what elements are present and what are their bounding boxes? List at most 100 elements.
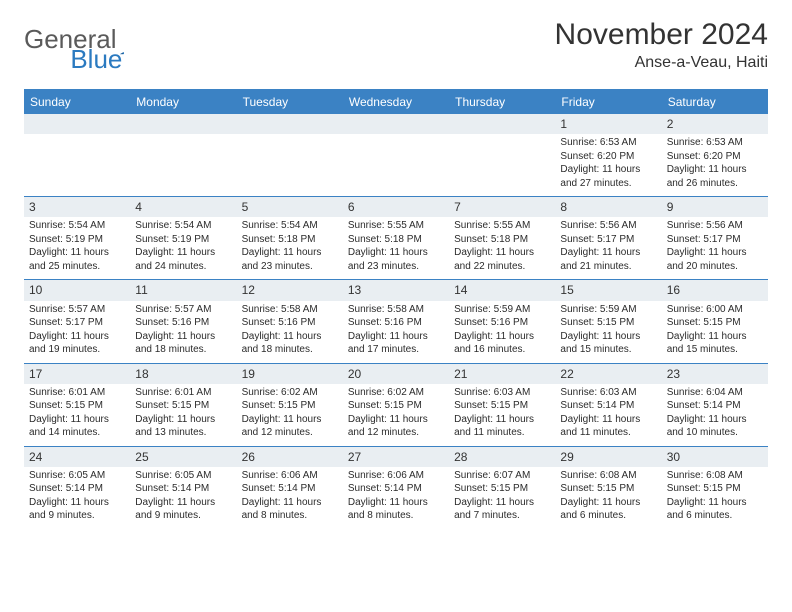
day-data: Sunrise: 5:57 AMSunset: 5:16 PMDaylight:… bbox=[130, 301, 236, 363]
day-number: 24 bbox=[24, 447, 130, 467]
day-number: 19 bbox=[237, 364, 343, 384]
sunset-line: Sunset: 5:16 PM bbox=[454, 316, 550, 330]
day-cell: 13Sunrise: 5:58 AMSunset: 5:16 PMDayligh… bbox=[343, 280, 449, 363]
day-cell: 1 Sunrise: 6:53 AMSunset: 6:20 PMDaylight… bbox=[555, 114, 661, 197]
sunset-line: Sunset: 5:17 PM bbox=[667, 233, 763, 247]
day-number: 28 bbox=[449, 447, 555, 467]
title-block: November 2024 Anse-a-Veau, Haiti bbox=[555, 18, 768, 72]
sunset-line: Sunset: 5:15 PM bbox=[135, 399, 231, 413]
sunrise-line: Sunrise: 5:56 AM bbox=[560, 219, 656, 233]
day-data: Sunrise: 5:59 AMSunset: 5:16 PMDaylight:… bbox=[449, 301, 555, 363]
daylight-line: Daylight: 11 hours and 21 minutes. bbox=[560, 246, 656, 273]
location-label: Anse-a-Veau, Haiti bbox=[555, 54, 768, 72]
day-number: 11 bbox=[130, 280, 236, 300]
day-data: Sunrise: 6:02 AMSunset: 5:15 PMDaylight:… bbox=[237, 384, 343, 446]
day-data: Sunrise: 6:08 AMSunset: 5:15 PMDaylight:… bbox=[555, 467, 661, 529]
day-data: Sunrise: 5:57 AMSunset: 5:17 PMDaylight:… bbox=[24, 301, 130, 363]
daylight-line: Daylight: 11 hours and 26 minutes. bbox=[667, 163, 763, 190]
sunset-line: Sunset: 5:14 PM bbox=[242, 482, 338, 496]
sunset-line: Sunset: 5:16 PM bbox=[348, 316, 444, 330]
sunset-line: Sunset: 6:20 PM bbox=[560, 150, 656, 164]
daylight-line: Daylight: 11 hours and 18 minutes. bbox=[242, 330, 338, 357]
sunset-line: Sunset: 5:15 PM bbox=[560, 482, 656, 496]
sunrise-line: Sunrise: 5:57 AM bbox=[29, 303, 125, 317]
dayname-row: Sunday Monday Tuesday Wednesday Thursday… bbox=[24, 90, 768, 114]
daylight-line: Daylight: 11 hours and 14 minutes. bbox=[29, 413, 125, 440]
calendar-body: 1Sunrise: 6:53 AMSunset: 6:20 PMDaylight… bbox=[24, 114, 768, 529]
day-number: 22 bbox=[555, 364, 661, 384]
daylight-line: Daylight: 11 hours and 16 minutes. bbox=[454, 330, 550, 357]
day-number: 7 bbox=[449, 197, 555, 217]
day-cell bbox=[237, 114, 343, 197]
day-number: 30 bbox=[662, 447, 768, 467]
day-cell bbox=[449, 114, 555, 197]
daylight-line: Daylight: 11 hours and 8 minutes. bbox=[348, 496, 444, 523]
day-cell: 27Sunrise: 6:06 AMSunset: 5:14 PMDayligh… bbox=[343, 446, 449, 529]
week-row: 10Sunrise: 5:57 AMSunset: 5:17 PMDayligh… bbox=[24, 280, 768, 363]
week-row: 3Sunrise: 5:54 AMSunset: 5:19 PMDaylight… bbox=[24, 197, 768, 280]
day-data: Sunrise: 5:55 AMSunset: 5:18 PMDaylight:… bbox=[449, 217, 555, 279]
day-data: Sunrise: 5:56 AMSunset: 5:17 PMDaylight:… bbox=[662, 217, 768, 279]
day-number: 15 bbox=[555, 280, 661, 300]
day-cell: 16Sunrise: 6:00 AMSunset: 5:15 PMDayligh… bbox=[662, 280, 768, 363]
day-cell: 21Sunrise: 6:03 AMSunset: 5:15 PMDayligh… bbox=[449, 363, 555, 446]
day-data: Sunrise: 6:05 AMSunset: 5:14 PMDaylight:… bbox=[24, 467, 130, 529]
day-data: Sunrise: 6:02 AMSunset: 5:15 PMDaylight:… bbox=[343, 384, 449, 446]
daylight-line: Daylight: 11 hours and 13 minutes. bbox=[135, 413, 231, 440]
day-number: 27 bbox=[343, 447, 449, 467]
day-number: 14 bbox=[449, 280, 555, 300]
day-data: Sunrise: 6:03 AMSunset: 5:15 PMDaylight:… bbox=[449, 384, 555, 446]
day-number: 1 bbox=[555, 114, 661, 134]
day-data: Sunrise: 5:56 AMSunset: 5:17 PMDaylight:… bbox=[555, 217, 661, 279]
day-number: 6 bbox=[343, 197, 449, 217]
sunset-line: Sunset: 5:15 PM bbox=[667, 482, 763, 496]
day-data: Sunrise: 6:01 AMSunset: 5:15 PMDaylight:… bbox=[24, 384, 130, 446]
sunrise-line: Sunrise: 5:57 AM bbox=[135, 303, 231, 317]
sunset-line: Sunset: 5:15 PM bbox=[454, 399, 550, 413]
sunrise-line: Sunrise: 5:58 AM bbox=[348, 303, 444, 317]
day-cell: 24Sunrise: 6:05 AMSunset: 5:14 PMDayligh… bbox=[24, 446, 130, 529]
day-data: Sunrise: 6:05 AMSunset: 5:14 PMDaylight:… bbox=[130, 467, 236, 529]
daylight-line: Daylight: 11 hours and 7 minutes. bbox=[454, 496, 550, 523]
sunrise-line: Sunrise: 6:53 AM bbox=[560, 136, 656, 150]
sunrise-line: Sunrise: 5:55 AM bbox=[348, 219, 444, 233]
day-number bbox=[237, 114, 343, 134]
sunrise-line: Sunrise: 5:54 AM bbox=[242, 219, 338, 233]
day-number bbox=[449, 114, 555, 134]
day-number: 8 bbox=[555, 197, 661, 217]
day-cell: 4Sunrise: 5:54 AMSunset: 5:19 PMDaylight… bbox=[130, 197, 236, 280]
daylight-line: Daylight: 11 hours and 11 minutes. bbox=[560, 413, 656, 440]
day-number bbox=[24, 114, 130, 134]
sunset-line: Sunset: 5:18 PM bbox=[242, 233, 338, 247]
sunset-line: Sunset: 5:15 PM bbox=[29, 399, 125, 413]
sunset-line: Sunset: 5:15 PM bbox=[560, 316, 656, 330]
sunrise-line: Sunrise: 5:58 AM bbox=[242, 303, 338, 317]
day-number: 12 bbox=[237, 280, 343, 300]
day-cell: 20Sunrise: 6:02 AMSunset: 5:15 PMDayligh… bbox=[343, 363, 449, 446]
daylight-line: Daylight: 11 hours and 8 minutes. bbox=[242, 496, 338, 523]
day-number: 25 bbox=[130, 447, 236, 467]
sunset-line: Sunset: 5:14 PM bbox=[29, 482, 125, 496]
daylight-line: Daylight: 11 hours and 12 minutes. bbox=[348, 413, 444, 440]
dayname-wed: Wednesday bbox=[343, 90, 449, 114]
day-data: Sunrise: 6:07 AMSunset: 5:15 PMDaylight:… bbox=[449, 467, 555, 529]
sunrise-line: Sunrise: 6:01 AM bbox=[29, 386, 125, 400]
sunrise-line: Sunrise: 5:55 AM bbox=[454, 219, 550, 233]
dayname-sat: Saturday bbox=[662, 90, 768, 114]
dayname-tue: Tuesday bbox=[237, 90, 343, 114]
daylight-line: Daylight: 11 hours and 6 minutes. bbox=[560, 496, 656, 523]
daylight-line: Daylight: 11 hours and 27 minutes. bbox=[560, 163, 656, 190]
sunrise-line: Sunrise: 6:05 AM bbox=[135, 469, 231, 483]
day-cell: 23Sunrise: 6:04 AMSunset: 5:14 PMDayligh… bbox=[662, 363, 768, 446]
day-data: Sunrise: 6:06 AMSunset: 5:14 PMDaylight:… bbox=[343, 467, 449, 529]
day-cell: 25Sunrise: 6:05 AMSunset: 5:14 PMDayligh… bbox=[130, 446, 236, 529]
daylight-line: Daylight: 11 hours and 15 minutes. bbox=[560, 330, 656, 357]
day-number: 2 bbox=[662, 114, 768, 134]
day-data: Sunrise: 5:55 AMSunset: 5:18 PMDaylight:… bbox=[343, 217, 449, 279]
daylight-line: Daylight: 11 hours and 11 minutes. bbox=[454, 413, 550, 440]
day-cell: 29Sunrise: 6:08 AMSunset: 5:15 PMDayligh… bbox=[555, 446, 661, 529]
day-cell: 28Sunrise: 6:07 AMSunset: 5:15 PMDayligh… bbox=[449, 446, 555, 529]
day-cell bbox=[24, 114, 130, 197]
sunrise-line: Sunrise: 6:05 AM bbox=[29, 469, 125, 483]
dayname-thu: Thursday bbox=[449, 90, 555, 114]
